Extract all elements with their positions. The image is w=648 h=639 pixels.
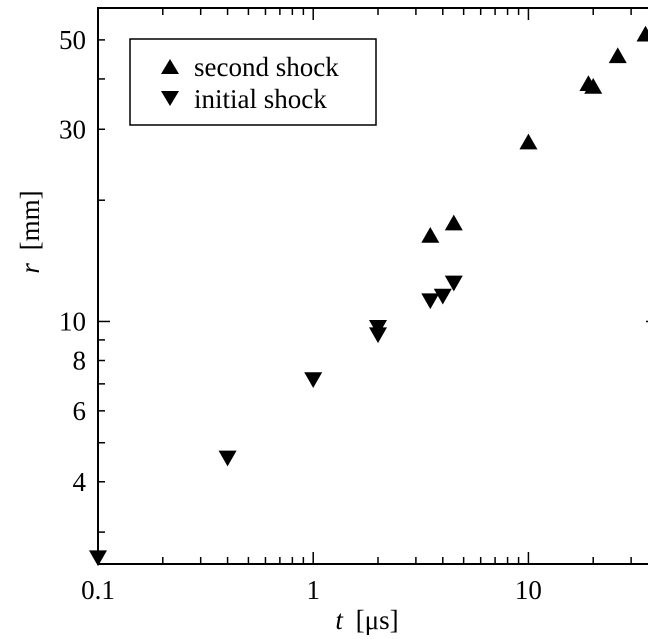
data-point-initial-shock [304,372,323,388]
x-tick-label: 1 [306,575,320,605]
data-point-second-shock [421,226,440,243]
x-axis-variable: t [335,605,344,635]
data-points [89,25,648,567]
legend-label-second-shock: second shock [194,52,339,82]
data-point-second-shock [608,47,627,64]
x-tick-label: 10 [515,575,542,605]
data-point-initial-shock [444,275,463,292]
data-point-initial-shock [369,327,387,344]
x-tick-label: 0.1 [81,575,115,605]
data-point-initial-shock [421,293,440,310]
data-point-second-shock [636,25,648,42]
y-axis-variable: r [15,263,45,274]
data-point-second-shock [444,214,463,231]
legend-marker-second-shock [161,59,179,74]
y-tick-label: 50 [59,25,86,55]
legend-label-initial-shock: initial shock [194,84,327,114]
y-tick-label: 10 [59,306,86,336]
legend-marker-initial-shock [161,91,179,106]
legend: second shock initial shock [129,38,377,126]
data-point-initial-shock [89,550,107,567]
y-tick-label: 4 [73,467,87,497]
x-axis-label: t [μs] [335,605,398,635]
data-point-second-shock [519,133,538,150]
x-axis-unit: [μs] [356,605,399,635]
y-axis-label: r [mm] [15,190,45,273]
y-tick-label: 8 [73,346,87,376]
y-axis-ticks: 4 6 8 10 30 50 [59,7,648,533]
data-point-initial-shock [218,450,237,467]
y-tick-label: 6 [73,396,87,426]
data-point-second-shock [584,77,603,94]
y-axis-unit: [mm] [15,190,45,250]
y-tick-label: 30 [59,114,86,144]
legend-box [129,38,377,126]
data-point-initial-shock [433,288,452,305]
x-axis-ticks: 0.1 1 10 [81,8,632,605]
